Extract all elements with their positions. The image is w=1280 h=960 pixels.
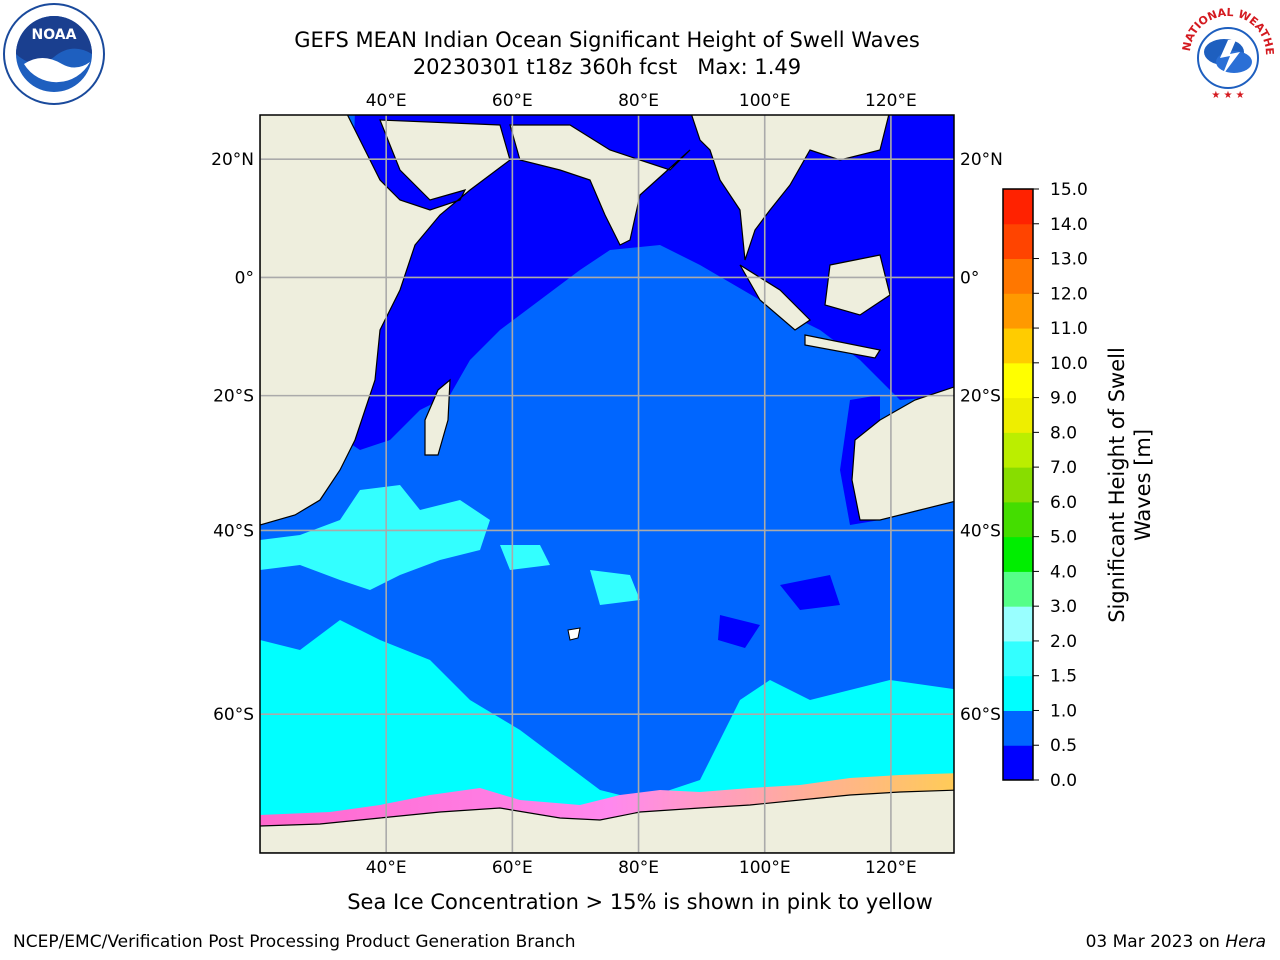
high-swell-patch-west xyxy=(260,485,490,590)
colorbar-bin xyxy=(1003,710,1033,746)
map-title: GEFS MEAN Indian Ocean Significant Heigh… xyxy=(294,28,920,52)
colorbar-bin xyxy=(1003,293,1033,329)
footer-date: 03 Mar 2023 on Hera xyxy=(1086,932,1266,952)
nws-logo-stars: ★ ★ ★ xyxy=(1211,90,1244,101)
lat-label-right: 0° xyxy=(960,268,979,288)
land-antarctica xyxy=(260,789,954,853)
colorbar-bin xyxy=(1003,536,1033,572)
colorbar-bin xyxy=(1003,571,1033,607)
lat-label-left: 60°S xyxy=(213,705,254,725)
colorbar-frame xyxy=(1002,188,1034,781)
colorbar-title-line2: Waves [m] xyxy=(1131,429,1155,541)
colorbar-bin xyxy=(1003,362,1033,399)
lon-label-bottom: 120°E xyxy=(865,858,917,878)
colorbar-bin xyxy=(1003,675,1033,711)
colorbar-tick-label: 0.0 xyxy=(1050,771,1077,791)
colorbar-tick-label: 4.0 xyxy=(1050,562,1077,582)
lat-label-left: 20°S xyxy=(213,387,254,407)
lat-label-left: 0° xyxy=(235,268,254,288)
noaa-logo-text: NOAA xyxy=(32,27,77,43)
sea-ice-note-text: Sea Ice Concentration > 15% is shown in … xyxy=(347,890,933,914)
colorbar-bin xyxy=(1003,397,1033,433)
map-gridlines xyxy=(260,115,954,853)
ocean-low-swell-patch xyxy=(718,615,760,648)
footer-date-text: 03 Mar 2023 on xyxy=(1085,932,1226,952)
colorbar-tick-label: 10.0 xyxy=(1050,354,1088,374)
colorbar-bin xyxy=(1003,745,1033,781)
colorbar-tick-label: 12.0 xyxy=(1050,284,1088,304)
sea-ice-band xyxy=(260,773,954,826)
colorbar-tick-label: 11.0 xyxy=(1050,319,1088,339)
land-borneo xyxy=(824,254,891,316)
nws-logo: NATIONAL WEATHER SERVICE ★ ★ ★ xyxy=(1176,2,1278,104)
colorbar-tick-label: 1.5 xyxy=(1050,667,1077,687)
noaa-logo: NOAA xyxy=(3,3,105,105)
land-southeast-asia xyxy=(691,115,890,261)
colorbar-ticks: 0.0 0.5 1.0 1.5 2.0 3.0 4.0 5.0 6.0 7.0 8.0 9.0 10.0… xyxy=(1033,180,1088,791)
colorbar-tick-label: 8.0 xyxy=(1050,423,1077,443)
colorbar-bin xyxy=(1003,432,1033,468)
ocean-low-swell-patch xyxy=(780,575,840,610)
lon-label-bottom: 100°E xyxy=(739,858,791,878)
land-africa-arabia xyxy=(260,115,511,526)
land-kerguelen xyxy=(567,627,581,641)
land-india xyxy=(509,124,691,246)
colorbar-bin xyxy=(1003,640,1033,677)
colorbar-tick-label: 13.0 xyxy=(1050,250,1088,270)
lon-label-top: 40°E xyxy=(366,91,407,111)
colorbar xyxy=(1002,188,1034,781)
colorbar-tick-label: 14.0 xyxy=(1050,215,1088,235)
lon-label-top: 60°E xyxy=(492,91,533,111)
colorbar-bin xyxy=(1003,328,1033,364)
land-java xyxy=(804,334,881,359)
colorbar-tick-label: 1.0 xyxy=(1050,701,1077,721)
colorbar-tick-label: 6.0 xyxy=(1050,493,1077,513)
colorbar-tick-label: 3.0 xyxy=(1050,597,1077,617)
map-frame xyxy=(259,114,955,854)
lat-label-left: 20°N xyxy=(211,150,254,170)
lat-label-right: 20°N xyxy=(960,150,1003,170)
colorbar-tick-label: 9.0 xyxy=(1050,389,1077,409)
lon-label-bottom: 40°E xyxy=(366,858,407,878)
lat-label-right: 40°S xyxy=(960,521,1001,541)
map-field xyxy=(260,115,954,853)
sea-ice-note: Sea Ice Concentration > 15% is shown in … xyxy=(0,890,1280,914)
colorbar-tick-label: 15.0 xyxy=(1050,180,1088,200)
lon-label-top: 120°E xyxy=(865,91,917,111)
footer-machine: Hera xyxy=(1225,932,1266,952)
lat-label-right: 20°S xyxy=(960,387,1001,407)
lon-label-bottom: 60°E xyxy=(492,858,533,878)
latitude-labels-right: 20°N 0° 20°S 40°S 60°S xyxy=(960,150,1003,725)
colorbar-tick-label: 7.0 xyxy=(1050,458,1077,478)
colorbar-bin xyxy=(1003,189,1033,225)
colorbar-tick-label: 2.0 xyxy=(1050,632,1077,652)
lat-label-left: 40°S xyxy=(213,521,254,541)
high-swell-patch xyxy=(590,570,640,605)
lon-label-bottom: 80°E xyxy=(618,858,659,878)
colorbar-tick-label: 5.0 xyxy=(1050,528,1077,548)
colorbar-bin xyxy=(1003,258,1033,294)
land-australia xyxy=(851,386,954,521)
footer-credit: NCEP/EMC/Verification Post Processing Pr… xyxy=(13,932,576,952)
lon-label-top: 100°E xyxy=(739,91,791,111)
ocean-low-swell-north xyxy=(345,115,954,450)
land-sumatra xyxy=(739,264,811,331)
land-madagascar xyxy=(424,378,451,456)
colorbar-tick-label: 0.5 xyxy=(1050,736,1077,756)
map-subtitle: 20230301 t18z 360h fcst Max: 1.49 xyxy=(412,55,802,79)
longitude-labels-top: 40°E 60°E 80°E 100°E 120°E xyxy=(366,91,917,111)
lat-label-right: 60°S xyxy=(960,705,1001,725)
colorbar-bin xyxy=(1003,501,1033,538)
colorbar-bin xyxy=(1003,467,1033,503)
colorbar-title-line1: Significant Height of Swell xyxy=(1105,347,1129,623)
colorbar-bin xyxy=(1003,223,1033,260)
latitude-labels-left: 20°N 0° 20°S 40°S 60°S xyxy=(211,150,254,725)
longitude-labels-bottom: 40°E 60°E 80°E 100°E 120°E xyxy=(366,858,917,878)
lon-label-top: 80°E xyxy=(618,91,659,111)
colorbar-bin xyxy=(1003,606,1033,642)
